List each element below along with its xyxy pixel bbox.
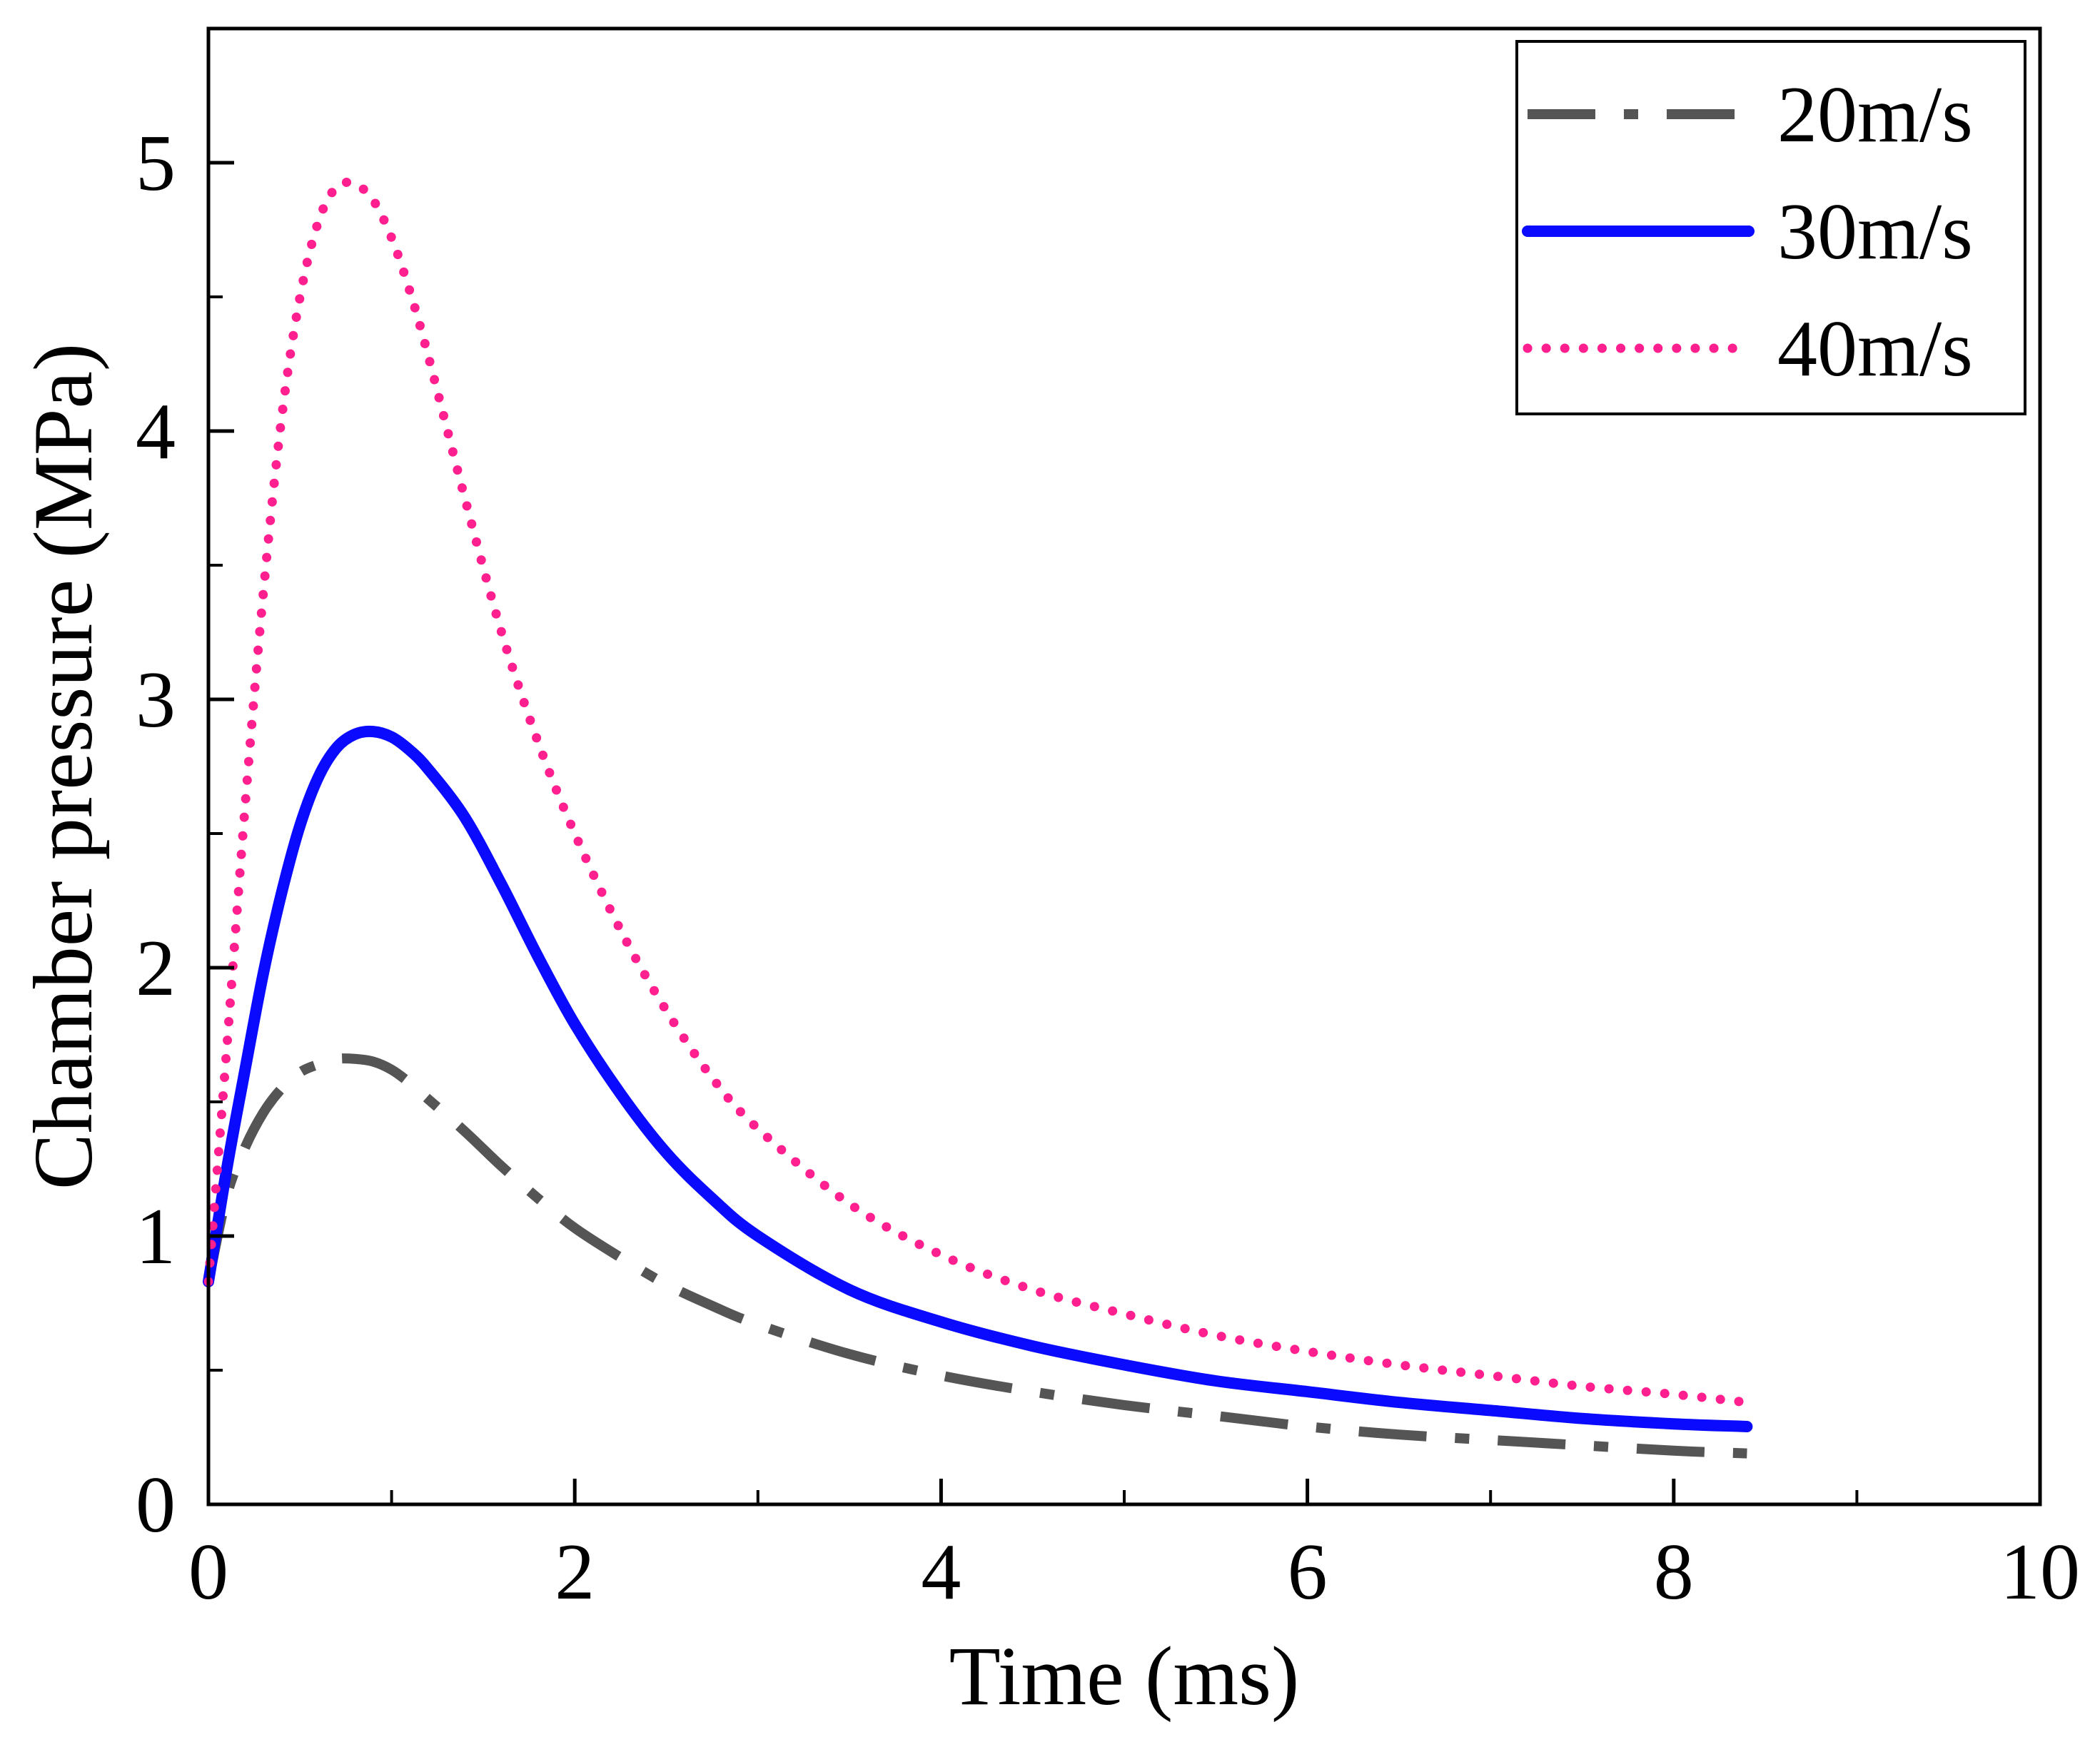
legend-label: 40m/s [1777,305,1973,393]
x-tick-label: 2 [555,1528,595,1616]
y-axis-title: Chamber pressure (MPa) [16,343,110,1190]
series-line-40m-s [203,177,1752,1407]
y-tick-label: 5 [136,119,176,208]
tick-layer: 0 2 4 6 8 10 0 1 2 3 4 5 [136,119,2080,1616]
series-layer [203,177,1753,1459]
y-tick-label: 1 [136,1192,176,1281]
x-axis-title: Time (ms) [949,1629,1300,1723]
y-tick-label: 0 [136,1461,176,1549]
x-tick-label: 8 [1654,1528,1694,1616]
legend-label: 30m/s [1777,188,1973,276]
y-tick-label: 4 [136,388,176,476]
x-tick-label: 4 [921,1528,961,1616]
x-tick-label: 0 [188,1528,228,1616]
y-tick-label: 2 [136,924,176,1013]
legend: 20m/s 30m/s 40m/s [1515,40,2026,415]
series-line-20m-s [203,1053,1747,1459]
x-tick-label: 6 [1288,1528,1328,1616]
y-tick-label: 3 [136,656,176,744]
x-tick-label: 10 [2000,1528,2080,1616]
series-line-30m-s [203,725,1753,1432]
legend-label: 20m/s [1777,71,1973,159]
